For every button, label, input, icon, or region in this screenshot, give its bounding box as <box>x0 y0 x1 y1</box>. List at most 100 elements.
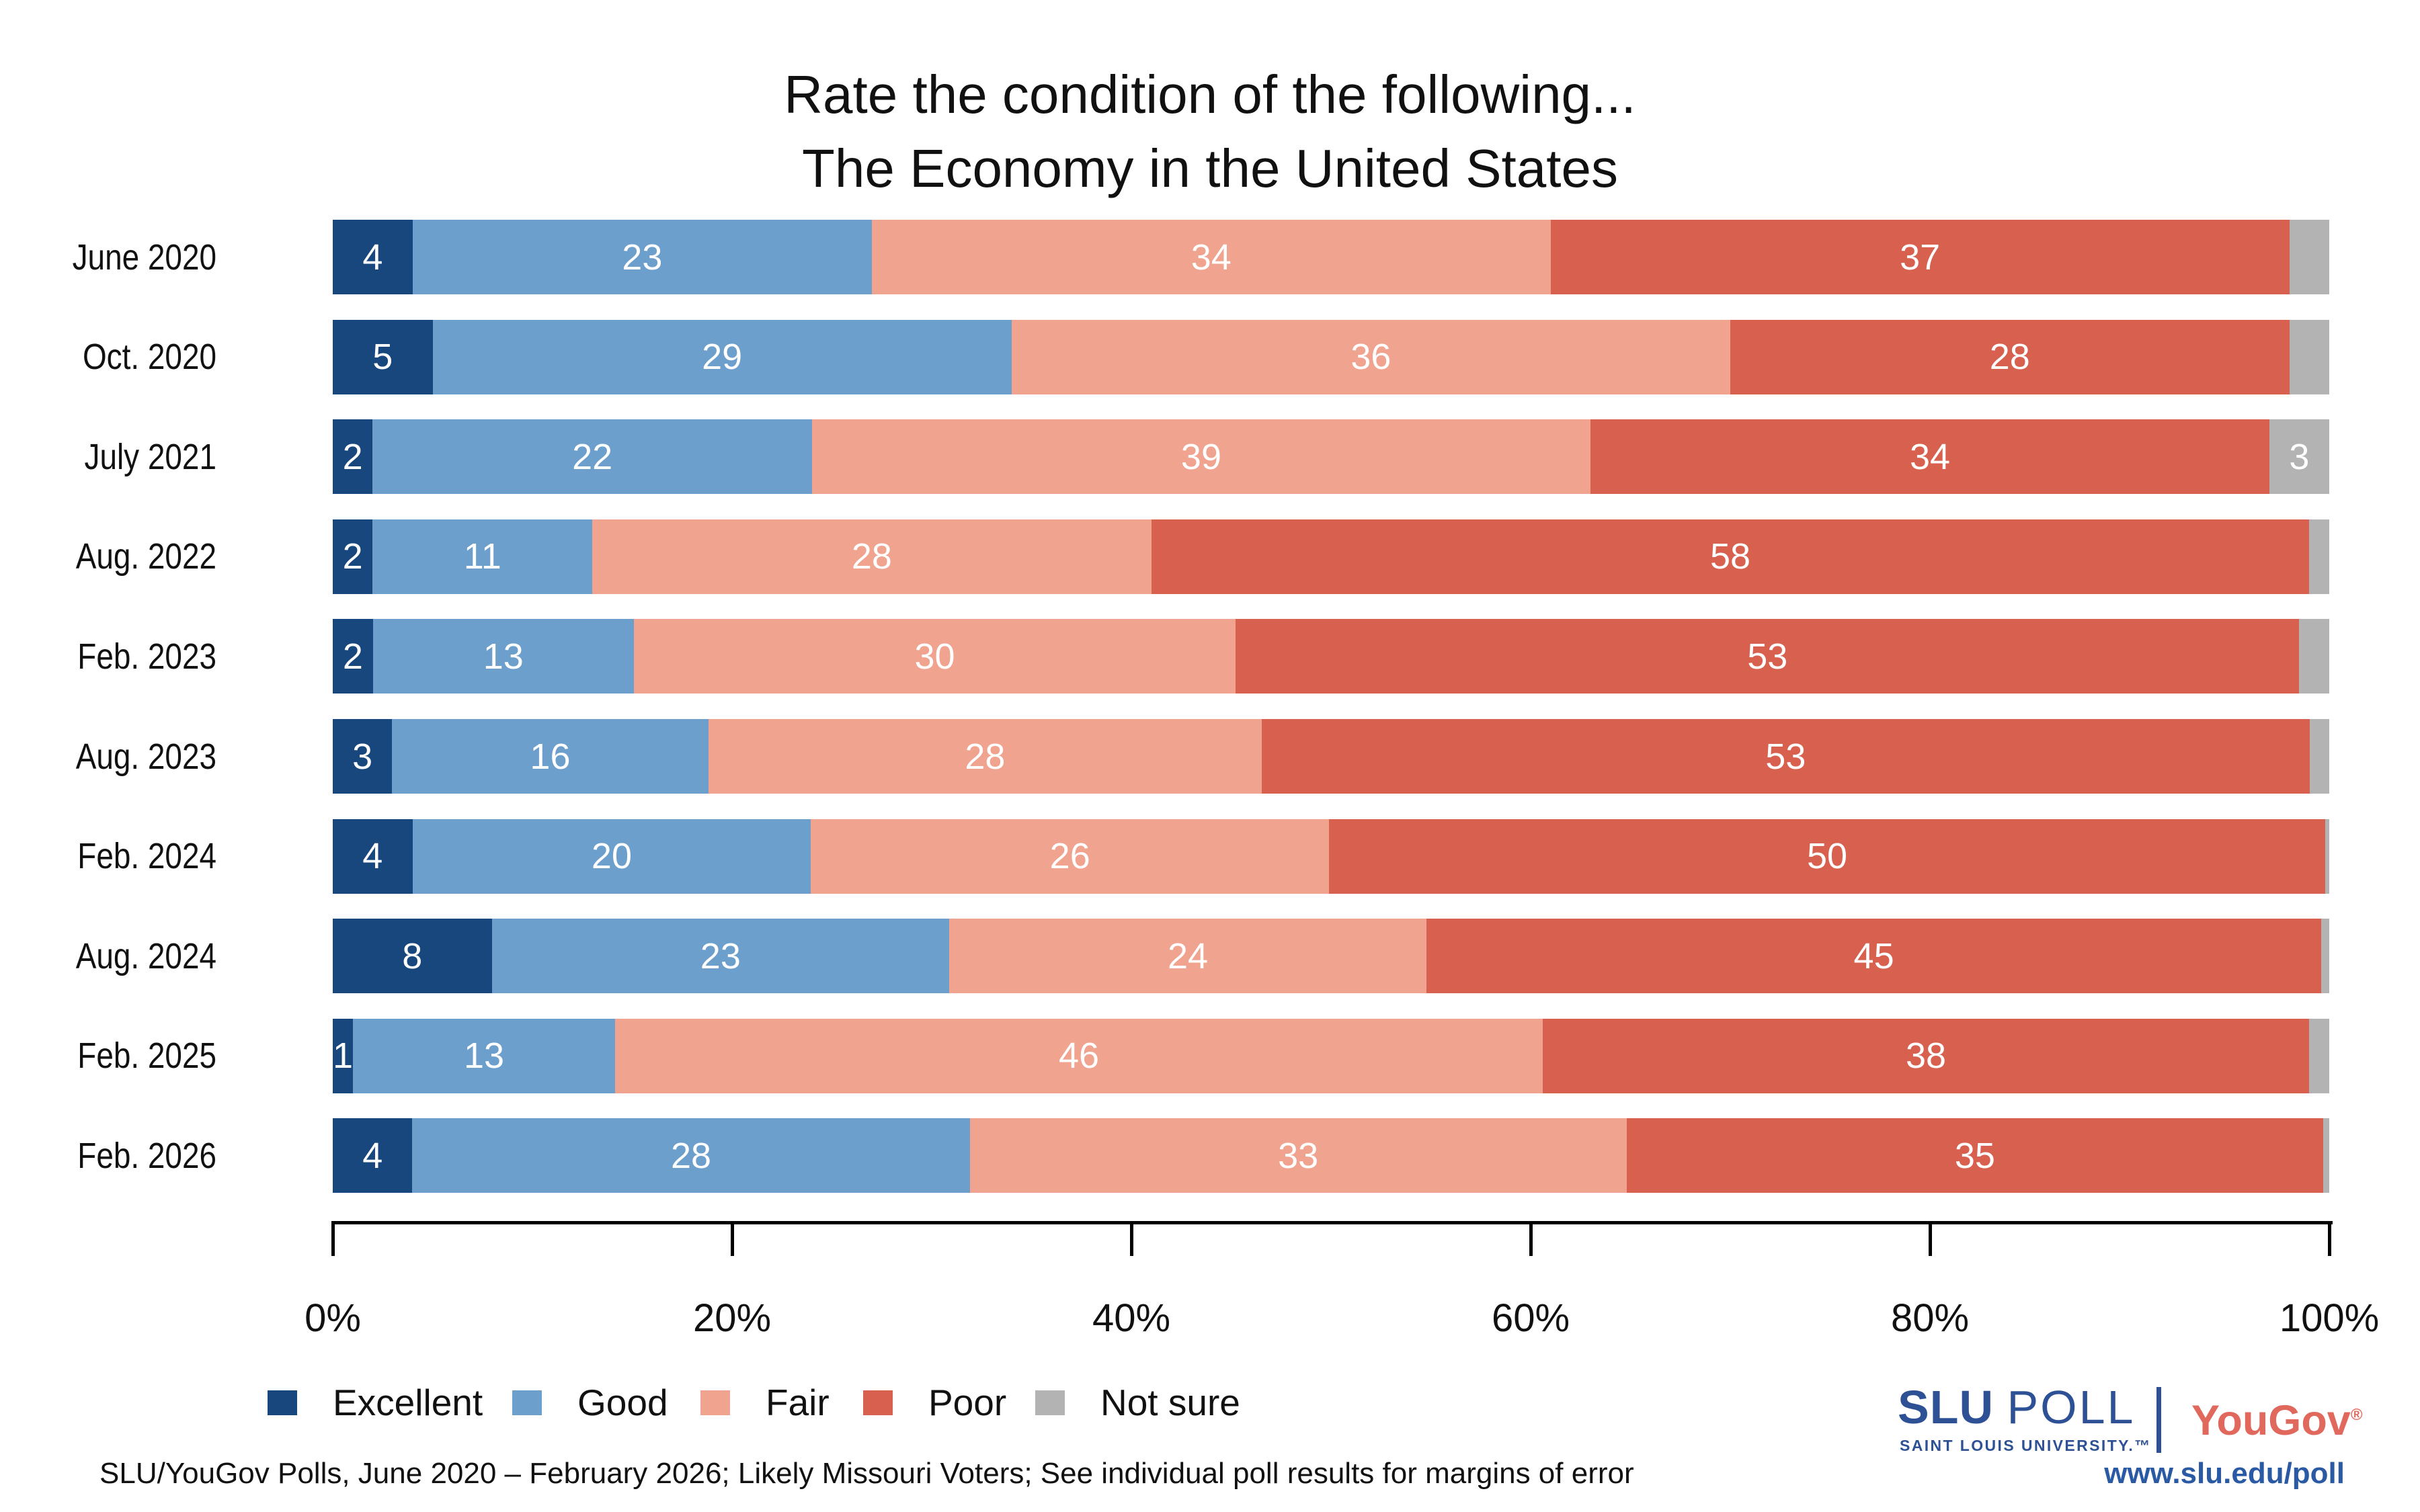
bar-segment-poor: 38 <box>1543 1018 2310 1093</box>
bar-segment-not-sure <box>2323 1118 2329 1193</box>
bar-segment-not-sure <box>2289 220 2329 294</box>
yougov-logo: YouGov® <box>2191 1397 2363 1444</box>
bar-segment-poor: 45 <box>1426 919 2322 994</box>
bar-row: Feb. 2024 4 20 26 50 <box>0 818 2420 894</box>
chart-title-line2: The Economy in the United States <box>802 138 1618 198</box>
row-label: Feb. 2024 <box>77 836 216 877</box>
bar-row: Feb. 2025 1 13 46 38 <box>0 1018 2420 1093</box>
bar-segment-not-sure <box>2325 818 2329 894</box>
bar-segment-good: 23 <box>412 220 872 294</box>
legend-swatch <box>1035 1390 1065 1415</box>
chart-title-line1: Rate the condition of the following... <box>784 65 1636 124</box>
legend-label: Good <box>577 1382 668 1423</box>
legend-label: Not sure <box>1100 1382 1240 1423</box>
x-axis-tick-label: 0% <box>305 1296 361 1340</box>
legend-swatch <box>512 1390 542 1415</box>
bar-row: Oct. 2020 5 29 36 28 <box>0 319 2420 394</box>
bar-segment-fair: 24 <box>949 919 1426 994</box>
row-label: Aug. 2023 <box>75 736 216 777</box>
row-label: Aug. 2024 <box>75 935 216 976</box>
bar-segment-good: 16 <box>392 719 709 794</box>
stacked-bar: 8 23 24 45 <box>333 919 2329 994</box>
x-axis-tick <box>1928 1221 1932 1256</box>
stacked-bar: 4 20 26 50 <box>333 818 2329 894</box>
bar-segment-poor: 35 <box>1626 1118 2324 1193</box>
chart-title: Rate the condition of the following... T… <box>0 58 2420 206</box>
bar-segment-poor: 58 <box>1151 519 2310 594</box>
row-label: Oct. 2020 <box>82 337 216 378</box>
legend-swatch <box>863 1390 893 1415</box>
bar-segment-not-sure <box>2309 1018 2330 1093</box>
legend-swatch <box>268 1390 297 1415</box>
bar-row: Aug. 2024 8 23 24 45 <box>0 919 2420 994</box>
bar-segment-fair: 39 <box>811 419 1591 495</box>
registered-mark: ® <box>2350 1406 2363 1424</box>
x-axis-tick-label: 60% <box>1491 1296 1570 1340</box>
row-label: Aug. 2022 <box>75 536 216 577</box>
bar-segment-good: 29 <box>432 319 1012 394</box>
slu-poll-logo-slu: SLU <box>1898 1381 1994 1433</box>
bar-segment-good: 23 <box>491 919 950 994</box>
stacked-bar: 3 16 28 53 <box>333 719 2329 794</box>
row-label: Feb. 2026 <box>77 1135 216 1176</box>
legend-label: Excellent <box>333 1382 483 1423</box>
bar-segment-poor: 28 <box>1730 319 2290 394</box>
stacked-bar: 5 29 36 28 <box>333 319 2329 394</box>
bar-segment-fair: 46 <box>615 1018 1543 1093</box>
x-axis-tick <box>1129 1221 1133 1256</box>
x-axis-tick-label: 40% <box>1092 1296 1171 1340</box>
legend-swatch <box>700 1390 730 1415</box>
row-label: Feb. 2025 <box>77 1036 216 1077</box>
bar-segment-fair: 36 <box>1011 319 1730 394</box>
slu-university-wordmark: SAINT LOUIS UNIVERSITY.™ <box>1900 1437 2152 1454</box>
bar-segment-good: 22 <box>372 419 812 495</box>
bar-row: Feb. 2026 4 28 33 35 <box>0 1118 2420 1193</box>
bar-segment-not-sure <box>2309 519 2329 594</box>
bar-row: June 2020 4 23 34 37 <box>0 220 2420 294</box>
bar-segment-poor: 37 <box>1550 220 2290 294</box>
bar-segment-not-sure: 3 <box>2269 419 2329 495</box>
x-axis-tick-label: 20% <box>692 1296 772 1340</box>
stacked-bar: 2 11 28 58 <box>333 519 2329 594</box>
slu-poll-logo: SLU POLL <box>1898 1380 2135 1434</box>
bar-segment-fair: 26 <box>811 818 1330 894</box>
bar-row: Feb. 2023 2 13 30 53 <box>0 619 2420 694</box>
source-note: SLU/YouGov Polls, June 2020 – February 2… <box>99 1457 1634 1490</box>
bar-segment-excellent: 2 <box>333 519 373 594</box>
bar-segment-excellent: 3 <box>333 719 393 794</box>
bar-segment-fair: 28 <box>708 719 1262 794</box>
bar-segment-poor: 34 <box>1590 419 2269 495</box>
x-axis-tick <box>331 1221 335 1256</box>
bar-segment-fair: 34 <box>871 220 1551 294</box>
x-axis-tick <box>1529 1221 1533 1256</box>
bar-segment-good: 20 <box>412 818 811 894</box>
bar-segment-good: 13 <box>353 1018 616 1093</box>
bar-segment-excellent: 4 <box>333 1118 413 1193</box>
legend-item-excellent: Excellent <box>268 1381 483 1424</box>
x-axis-tick <box>2327 1221 2331 1256</box>
x-axis-tick-label: 100% <box>2279 1296 2380 1340</box>
row-label: June 2020 <box>72 237 216 278</box>
bar-row: July 2021 2 22 39 34 3 <box>0 419 2420 495</box>
legend-label: Fair <box>766 1382 830 1423</box>
legend-label: Poor <box>928 1382 1007 1423</box>
row-label: Feb. 2023 <box>77 636 216 677</box>
bar-segment-excellent: 2 <box>333 619 373 694</box>
legend-item-not-sure: Not sure <box>1035 1381 1240 1424</box>
bar-segment-good: 11 <box>372 519 593 594</box>
x-axis-tick-label: 80% <box>1890 1296 1970 1340</box>
bar-segment-excellent: 4 <box>333 220 413 294</box>
stacked-bar: 1 13 46 38 <box>333 1018 2330 1093</box>
bar-segment-good: 28 <box>412 1118 970 1193</box>
bar-segment-fair: 28 <box>592 519 1152 594</box>
bar-segment-excellent: 8 <box>333 919 492 994</box>
bar-segment-not-sure <box>2289 319 2329 394</box>
stacked-bar: 4 28 33 35 <box>333 1118 2329 1193</box>
slu-poll-logo-poll: POLL <box>2007 1381 2136 1433</box>
bar-segment-not-sure <box>2309 719 2329 794</box>
legend-item-poor: Poor <box>863 1381 1006 1424</box>
bar-segment-good: 13 <box>372 619 634 694</box>
stacked-bar: 2 22 39 34 3 <box>333 419 2329 495</box>
slu-poll-url: www.slu.edu/poll <box>2104 1457 2345 1490</box>
bar-row: Aug. 2023 3 16 28 53 <box>0 719 2420 794</box>
